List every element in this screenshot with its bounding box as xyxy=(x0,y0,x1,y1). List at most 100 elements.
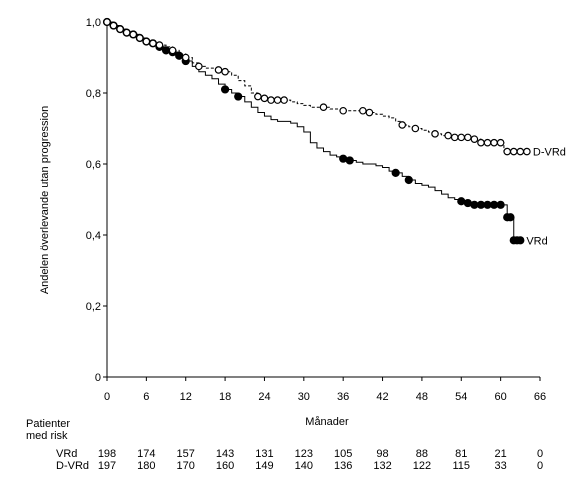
x-tick-label: 18 xyxy=(219,391,231,403)
x-tick-label: 36 xyxy=(337,391,349,403)
series-marker xyxy=(260,94,269,103)
risk-count: 160 xyxy=(216,460,234,472)
series-marker xyxy=(457,197,466,206)
y-ticks: 0 0,2 0,4 0,6 0,8 1,0 xyxy=(86,17,107,384)
y-tick-label: 0,8 xyxy=(86,88,101,100)
risk-count: 0 xyxy=(537,460,543,472)
series-line-vrd xyxy=(107,21,521,241)
axes xyxy=(106,22,540,378)
series-marker xyxy=(490,138,498,147)
series-marker xyxy=(149,39,157,48)
series-marker xyxy=(404,175,413,185)
series-marker xyxy=(103,18,111,26)
series-marker xyxy=(391,168,400,177)
series-marker xyxy=(516,147,525,156)
series-marker xyxy=(273,96,282,104)
risk-row-name: VRd xyxy=(56,448,77,460)
risk-count: 197 xyxy=(98,460,116,472)
series-marker xyxy=(214,66,223,74)
x-tick-label: 66 xyxy=(534,391,546,403)
series-marker xyxy=(319,103,328,112)
y-axis-label: Andelen överlevande utan progression xyxy=(39,106,51,294)
series-marker xyxy=(431,130,439,138)
risk-count: 140 xyxy=(295,460,313,472)
risk-count: 0 xyxy=(537,448,543,460)
risk-count: 131 xyxy=(255,448,273,460)
risk-count: 33 xyxy=(495,460,507,472)
risk-count: 180 xyxy=(137,460,155,472)
risk-count: 143 xyxy=(216,448,234,460)
series-marker xyxy=(220,85,230,94)
risk-count: 149 xyxy=(255,460,273,472)
series-marker xyxy=(398,121,407,129)
series-marker xyxy=(234,92,243,101)
series-marker xyxy=(122,28,131,37)
series-marker xyxy=(136,34,144,42)
x-tick-label: 48 xyxy=(416,391,428,403)
risk-count: 170 xyxy=(177,460,195,472)
series-marker xyxy=(181,53,190,62)
y-tick-label: 0,2 xyxy=(86,301,101,313)
series-marker xyxy=(175,51,184,60)
series-label: D-VRd xyxy=(533,147,566,159)
y-tick-label: 0,6 xyxy=(86,159,101,171)
series-marker xyxy=(142,37,151,46)
x-tick-label: 6 xyxy=(143,391,149,403)
series-line-d-vrd xyxy=(107,21,527,153)
series-marker xyxy=(109,21,118,30)
x-tick-label: 30 xyxy=(298,391,310,403)
series-marker xyxy=(516,236,525,245)
series-marker xyxy=(155,41,164,49)
series-marker xyxy=(411,124,420,133)
series-marker xyxy=(503,147,511,156)
series-marker xyxy=(444,131,452,140)
series-marker xyxy=(221,67,229,76)
x-tick-label: 24 xyxy=(258,391,270,403)
risk-count: 105 xyxy=(334,448,352,460)
labels: Andelen överlevande utan progression Mån… xyxy=(39,106,349,428)
series-marker xyxy=(509,147,518,156)
series-marker xyxy=(477,138,485,147)
y-tick-label: 0 xyxy=(95,372,101,384)
x-tick-label: 54 xyxy=(455,391,467,403)
risk-count: 21 xyxy=(495,448,507,460)
series-marker xyxy=(116,25,124,33)
risk-count: 98 xyxy=(376,448,388,460)
risk-table: Patienter med risk VRd 198 174 157 143 131 123… xyxy=(26,418,543,472)
series-marker xyxy=(359,106,367,115)
series-marker xyxy=(483,138,492,147)
series-marker xyxy=(464,133,472,142)
series-marker xyxy=(506,213,515,222)
y-tick-label: 1,0 xyxy=(86,17,101,29)
series-marker xyxy=(161,46,171,55)
y-tick-label: 0,4 xyxy=(86,230,101,242)
series-d-vrd: D-VRd xyxy=(103,18,566,159)
x-tick-label: 42 xyxy=(376,391,388,403)
risk-count: 198 xyxy=(98,448,116,460)
x-axis-label: Månader xyxy=(305,416,349,428)
x-tick-label: 12 xyxy=(180,391,192,403)
risk-count: 88 xyxy=(416,448,428,460)
series-marker xyxy=(365,108,374,117)
risk-count: 136 xyxy=(334,460,352,472)
series-marker xyxy=(168,46,177,55)
series-marker xyxy=(463,198,472,208)
series-marker xyxy=(470,135,479,143)
series-marker xyxy=(523,147,531,156)
risk-row-name: D-VRd xyxy=(56,460,89,472)
series-marker xyxy=(267,96,275,104)
series-marker xyxy=(195,62,203,71)
risk-count: 81 xyxy=(455,448,467,460)
series-marker xyxy=(496,200,505,209)
risk-label-line1: Patienter xyxy=(26,418,70,430)
risk-label-line2: med risk xyxy=(26,430,68,442)
series-marker xyxy=(457,133,466,142)
series-marker xyxy=(450,133,459,142)
series-marker xyxy=(254,92,262,101)
series-layer: VRd D-VRd xyxy=(102,17,566,247)
series-marker xyxy=(496,138,505,147)
risk-count: 157 xyxy=(177,448,195,460)
series-marker xyxy=(339,106,347,115)
x-tick-label: 0 xyxy=(104,391,110,403)
